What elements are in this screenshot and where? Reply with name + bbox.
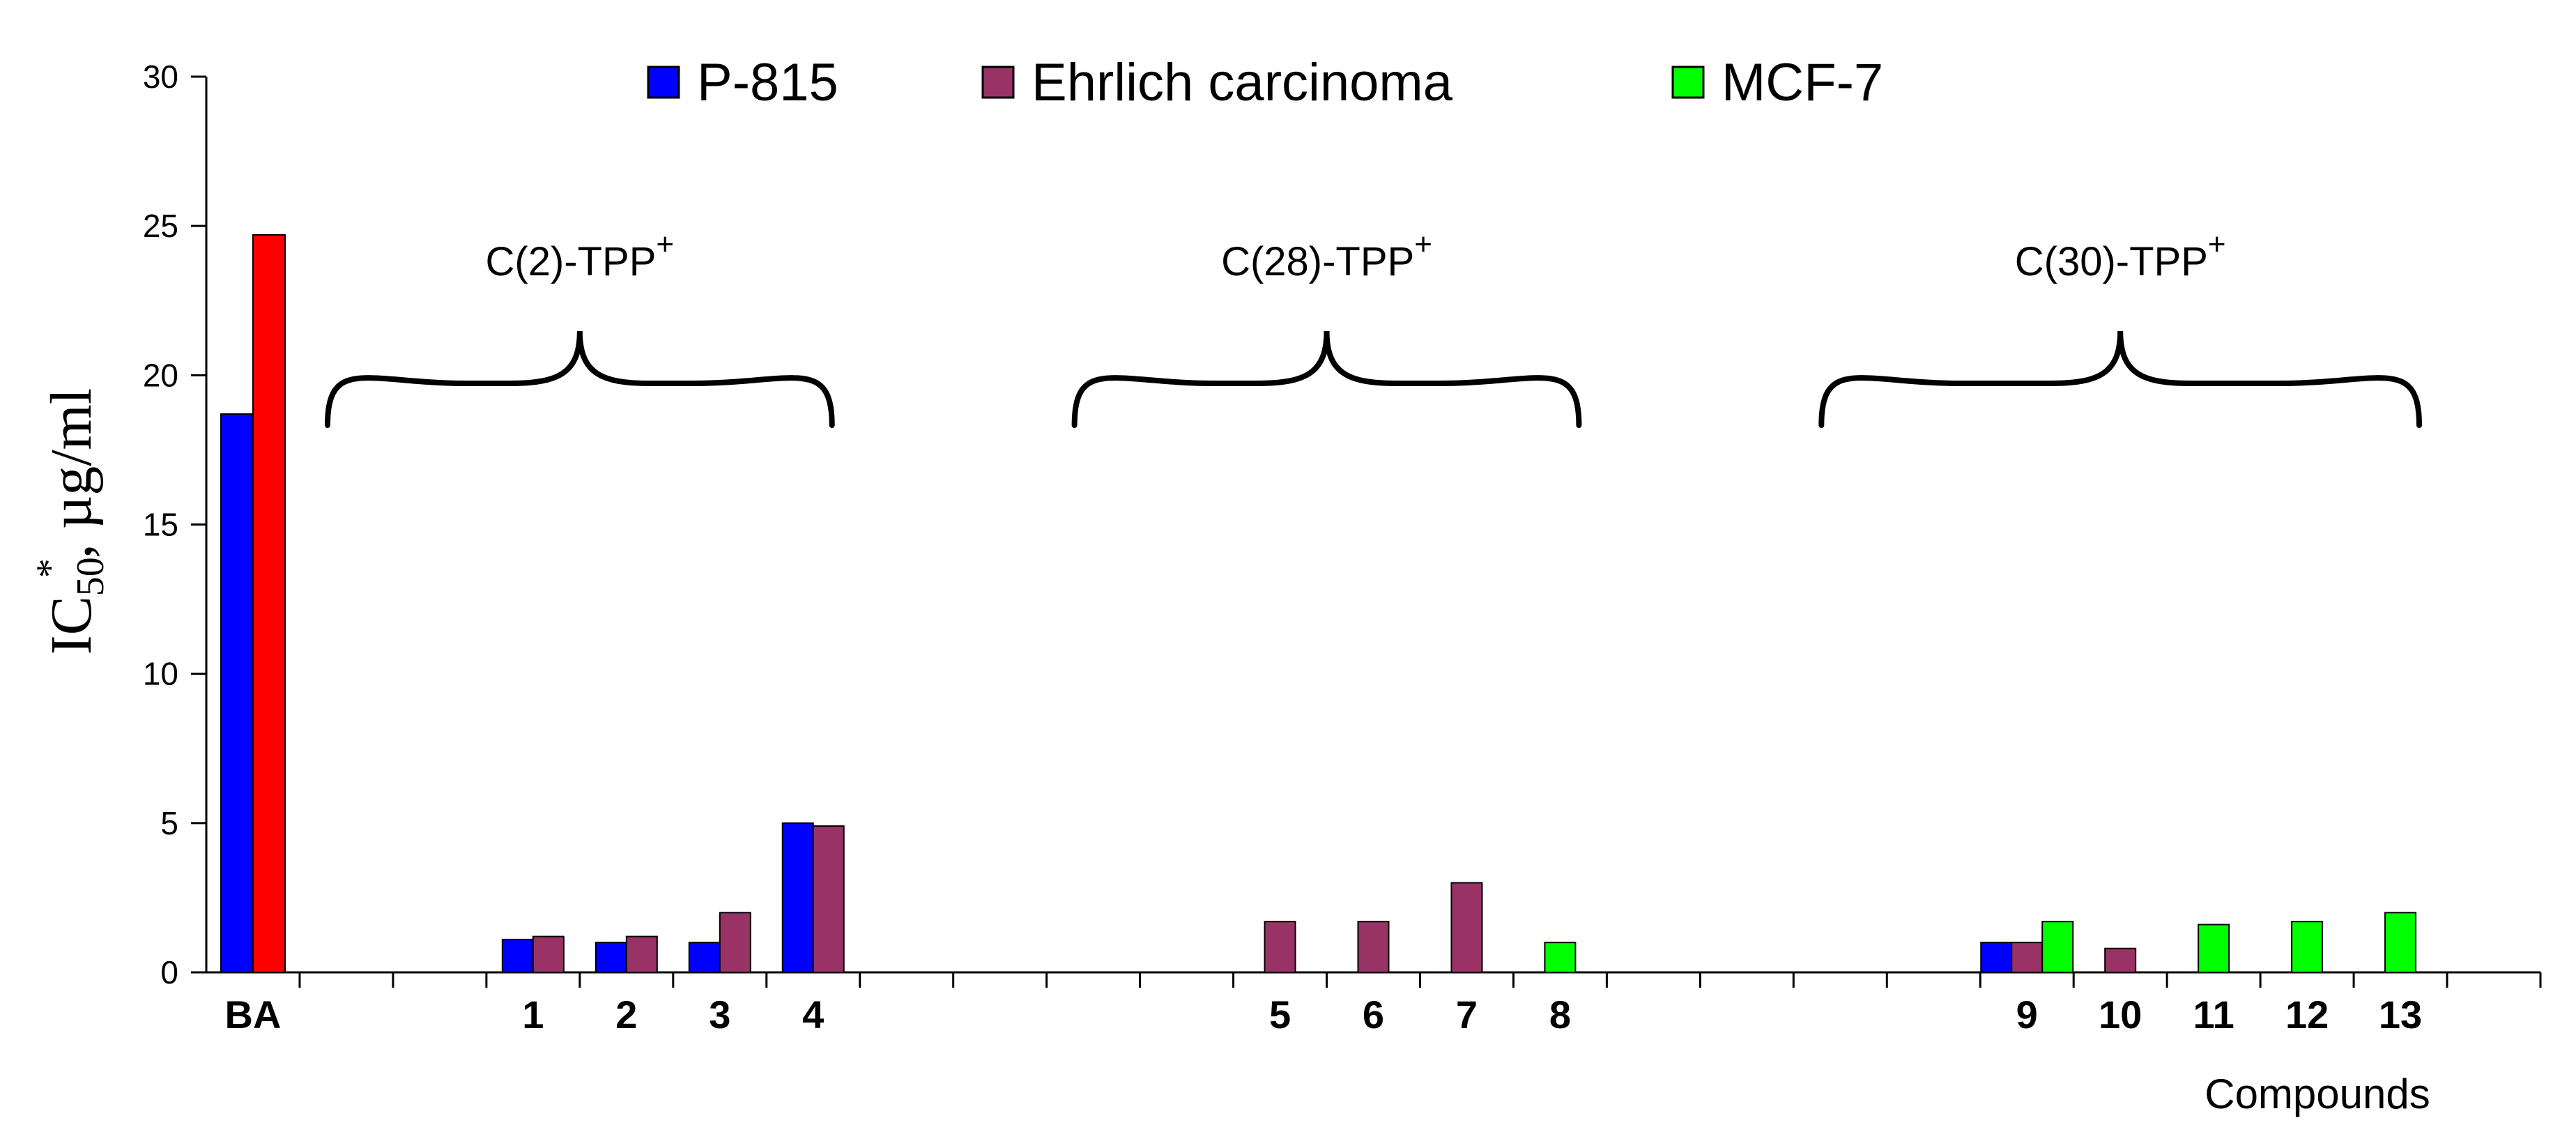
bar-1-ehrlich-carcinoma [532, 935, 565, 973]
bar-9-ehrlich-carcinoma [2011, 942, 2044, 973]
bar-9-mcf-7 [2041, 921, 2074, 974]
bar-3-p-815 [688, 942, 721, 973]
y-tick-label: 10 [143, 656, 178, 692]
bar-8-mcf-7 [1544, 942, 1577, 973]
legend-swatch [647, 66, 680, 99]
group-brace [324, 330, 835, 428]
bar-7-ehrlich-carcinoma [1450, 882, 1483, 973]
group-label: C(2)-TPP+ [486, 227, 675, 284]
group-label: C(28)-TPP+ [1221, 227, 1432, 284]
category-label: 6 [1363, 993, 1384, 1036]
category-label: 3 [709, 993, 730, 1036]
bar-5-ehrlich-carcinoma [1264, 921, 1296, 974]
bar-11-mcf-7 [2198, 924, 2230, 974]
category-label: 12 [2285, 993, 2329, 1036]
y-tick-label: 5 [160, 805, 178, 841]
category-label: 7 [1456, 993, 1478, 1036]
bar-BA-ehrlich-carcinoma [252, 234, 286, 973]
bar-4-ehrlich-carcinoma [812, 825, 845, 974]
legend-label: P-815 [697, 53, 838, 112]
bar-13-mcf-7 [2384, 912, 2417, 974]
category-label: 5 [1269, 993, 1291, 1036]
category-label: 10 [2099, 993, 2142, 1036]
category-label: 1 [522, 993, 544, 1036]
bar-1-p-815 [501, 938, 534, 973]
bar-3-ehrlich-carcinoma [719, 912, 751, 974]
category-label: 9 [2016, 993, 2038, 1036]
y-tick-label: 25 [143, 208, 178, 244]
y-tick-label: 20 [143, 357, 178, 393]
bar-2-ehrlich-carcinoma [625, 935, 658, 973]
group-brace [1071, 330, 1582, 428]
legend: P-815 Ehrlich carcinoma MCF-7 [647, 53, 1883, 112]
group-brace [1818, 330, 2423, 428]
legend-swatch [981, 66, 1015, 99]
category-label: 8 [1549, 993, 1571, 1036]
legend-label: MCF-7 [1722, 53, 1883, 112]
bar-10-ehrlich-carcinoma [2104, 947, 2137, 973]
y-axis-title: IC50*, µg/ml [29, 388, 112, 655]
bar-9-p-815 [1980, 942, 2013, 973]
category-label: 2 [615, 993, 637, 1036]
bar-4-p-815 [781, 822, 814, 974]
bar-BA-p-815 [220, 413, 254, 973]
bar-12-mcf-7 [2291, 921, 2324, 974]
y-tick-label: 0 [160, 954, 178, 990]
category-label: 4 [802, 993, 824, 1036]
category-label: 13 [2379, 993, 2422, 1036]
y-tick-label: 15 [143, 507, 178, 543]
group-label: C(30)-TPP+ [2015, 227, 2226, 284]
category-label: BA [225, 993, 282, 1036]
category-label: 11 [2193, 993, 2234, 1036]
bar-2-p-815 [595, 942, 627, 973]
legend-label: Ehrlich carcinoma [1032, 53, 1453, 112]
legend-swatch [1671, 66, 1705, 99]
x-axis-title: Compounds [2205, 1071, 2430, 1117]
y-tick-label: 30 [143, 59, 178, 95]
bar-6-ehrlich-carcinoma [1357, 921, 1390, 974]
